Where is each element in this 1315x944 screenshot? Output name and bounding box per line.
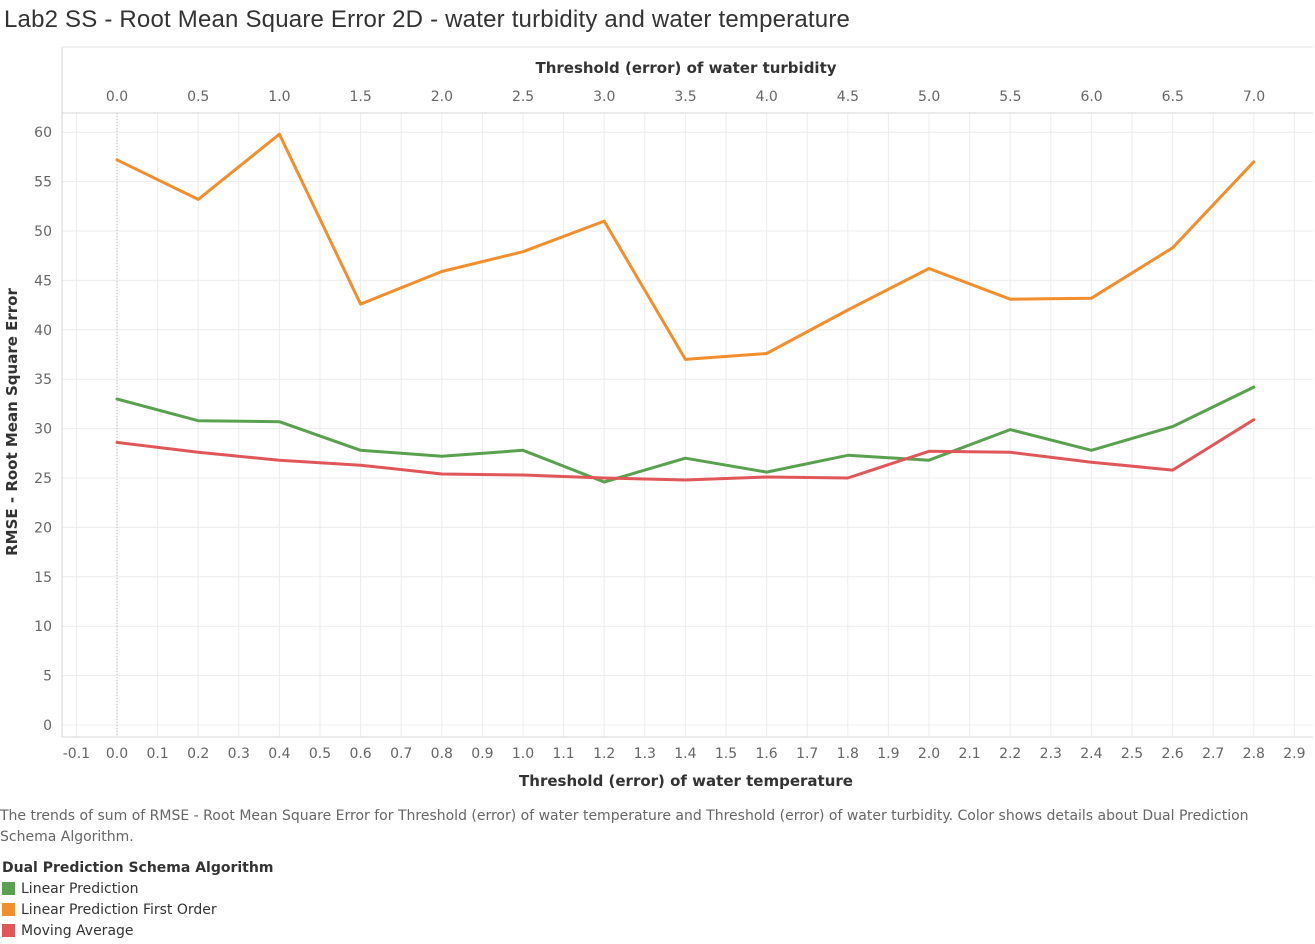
x-tick-label: 0.0 (106, 746, 128, 762)
legend-label: Linear Prediction First Order (21, 901, 217, 918)
top-tick-label: 2.0 (431, 89, 453, 105)
series-line-moving-average[interactable] (115, 418, 1256, 482)
x-tick-label: 2.4 (1080, 746, 1102, 762)
legend-swatch (2, 924, 15, 937)
x-tick-label: 2.5 (1121, 746, 1143, 762)
top-tick-label: 2.5 (512, 89, 534, 105)
top-axis-label: Threshold (error) of water turbidity (535, 59, 836, 77)
top-tick-label: 0.5 (187, 89, 209, 105)
x-tick-label: 0.3 (228, 746, 250, 762)
axes: -0.1 0.0 0.1 0.2 0.3 0.4 0.5 0.6 0.7 0.8 0.9 1.0 1.1… (34, 46, 1313, 762)
x-tick-label: 1.4 (674, 746, 696, 762)
x-tick-label: 1.5 (715, 746, 737, 762)
legend-item-linear-prediction[interactable]: Linear Prediction (2, 878, 273, 899)
x-tick-label: 0.7 (390, 746, 412, 762)
top-tick-label: 4.0 (756, 89, 778, 105)
y-tick-label: 5 (43, 669, 52, 685)
series-line-linear-prediction-first-order[interactable] (115, 132, 1256, 361)
top-tick-label: 5.0 (918, 89, 940, 105)
legend-item-linear-prediction-first-order[interactable]: Linear Prediction First Order (2, 899, 273, 920)
legend-label: Moving Average (21, 922, 134, 939)
x-tick-label: 2.9 (1283, 746, 1305, 762)
x-tick-label: 0.2 (187, 746, 209, 762)
top-tick-label: 6.0 (1080, 89, 1102, 105)
legend: Dual Prediction Schema Algorithm Linear … (2, 860, 273, 941)
x-tick-label: 0.6 (349, 746, 371, 762)
x-tick-label: 1.0 (512, 746, 534, 762)
x-tick-label: 2.0 (918, 746, 940, 762)
top-tick-label: 1.0 (268, 89, 290, 105)
y-tick-label: 30 (34, 422, 52, 438)
x-axis-label: Threshold (error) of water temperature (519, 772, 853, 790)
x-tick-label: 0.4 (268, 746, 290, 762)
top-tick-label: 4.5 (837, 89, 859, 105)
y-tick-label: 60 (34, 125, 52, 141)
x-tick-label: 1.3 (634, 746, 656, 762)
y-tick-label: 10 (34, 619, 52, 635)
x-tick-label: 2.8 (1243, 746, 1265, 762)
x-tick-label: 2.1 (958, 746, 980, 762)
x-tick-label: 2.7 (1202, 746, 1224, 762)
x-tick-label: 0.9 (471, 746, 493, 762)
x-tick-label: 0.8 (431, 746, 453, 762)
legend-swatch (2, 882, 15, 895)
top-tick-label: 7.0 (1243, 89, 1265, 105)
top-tick-label: 3.5 (674, 89, 696, 105)
y-tick-label: 25 (34, 471, 52, 487)
x-tick-label: 0.5 (309, 746, 331, 762)
legend-item-moving-average[interactable]: Moving Average (2, 920, 273, 941)
top-tick-label: 3.0 (593, 89, 615, 105)
x-tick-label: 2.3 (1040, 746, 1062, 762)
y-tick-label: 40 (34, 323, 52, 339)
legend-label: Linear Prediction (21, 880, 139, 897)
y-axis-label: RMSE - Root Mean Square Error (3, 288, 21, 556)
top-tick-label: 5.5 (999, 89, 1021, 105)
line-chart: -0.1 0.0 0.1 0.2 0.3 0.4 0.5 0.6 0.7 0.8 0.9 1.0 1.1… (3, 46, 1313, 790)
y-tick-label: 0 (43, 718, 52, 734)
y-tick-label: 20 (34, 520, 52, 536)
grid (62, 113, 1313, 737)
x-tick-label: 1.1 (552, 746, 574, 762)
chart-title: Lab2 SS - Root Mean Square Error 2D - wa… (4, 6, 851, 33)
x-tick-label: 1.9 (877, 746, 899, 762)
x-tick-label: 1.7 (796, 746, 818, 762)
y-tick-label: 45 (34, 273, 52, 289)
legend-title: Dual Prediction Schema Algorithm (2, 860, 274, 876)
series-line-linear-prediction[interactable] (115, 385, 1256, 484)
x-tick-label: 2.6 (1161, 746, 1183, 762)
x-tick-label: 1.2 (593, 746, 615, 762)
y-tick-label: 15 (34, 570, 52, 586)
y-tick-label: 55 (34, 175, 52, 191)
series-lines (115, 132, 1256, 484)
x-tick-label: 2.2 (999, 746, 1021, 762)
chart-caption: The trends of sum of RMSE - Root Mean Sq… (0, 808, 1249, 845)
x-tick-label: 1.8 (837, 746, 859, 762)
top-tick-label: 1.5 (350, 89, 372, 105)
top-tick-label: 6.5 (1162, 89, 1184, 105)
x-tick-label: 0.1 (146, 746, 168, 762)
y-tick-label: 35 (34, 372, 52, 388)
x-tick-label: 1.6 (755, 746, 777, 762)
top-tick-label: 0.0 (106, 89, 128, 105)
legend-swatch (2, 903, 15, 916)
y-tick-label: 50 (34, 224, 52, 240)
x-tick-label: -0.1 (63, 746, 90, 762)
